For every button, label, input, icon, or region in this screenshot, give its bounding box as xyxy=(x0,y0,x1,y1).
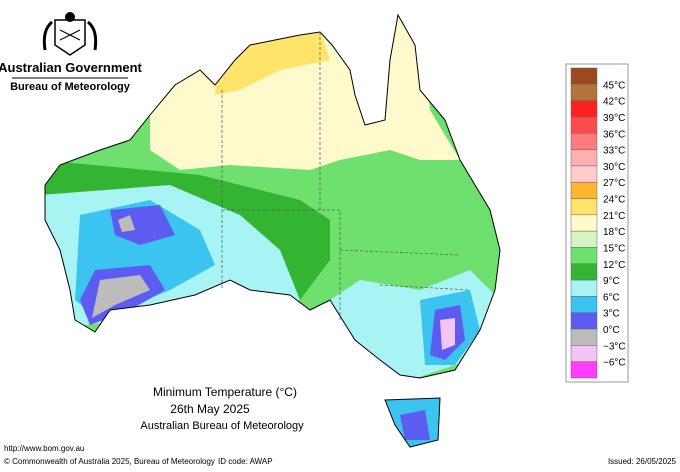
legend-swatch xyxy=(571,199,597,215)
legend-swatch xyxy=(571,133,597,149)
legend-label: 3°C xyxy=(603,309,620,320)
legend-swatch xyxy=(571,280,597,296)
legend-label: 36°C xyxy=(603,129,625,140)
legend-label: 21°C xyxy=(603,211,625,222)
crest xyxy=(44,12,95,55)
map-title: Minimum Temperature (°C) xyxy=(153,385,297,399)
legend-swatch xyxy=(571,362,597,378)
legend-swatch xyxy=(571,231,597,247)
issued: Issued: 26/05/2025 xyxy=(608,457,677,466)
legend-label: 18°C xyxy=(603,227,625,238)
government-name: Australian Government xyxy=(0,60,143,75)
legend: 45°C 42°C 39°C 36°C 33°C 30°C 27°C 24°C 21°C 18°C… xyxy=(566,64,628,382)
legend-label: 0°C xyxy=(603,325,620,336)
legend-label: 33°C xyxy=(603,146,625,157)
legend-label: 12°C xyxy=(603,260,625,271)
legend-swatch xyxy=(571,329,597,345)
map-source: Australian Bureau of Meteorology xyxy=(140,420,304,432)
legend-swatch xyxy=(571,247,597,263)
legend-swatch xyxy=(571,166,597,182)
map-date: 26th May 2025 xyxy=(170,402,250,416)
legend-swatch xyxy=(571,296,597,312)
legend-label: 45°C xyxy=(603,80,625,91)
legend-label: 24°C xyxy=(603,195,625,206)
bureau-name: Bureau of Meteorology xyxy=(10,81,131,93)
legend-swatch xyxy=(571,68,597,84)
legend-label: 30°C xyxy=(603,162,625,173)
legend-label: 15°C xyxy=(603,243,625,254)
legend-swatch xyxy=(571,345,597,361)
copyright: © Commonwealth of Australia 2025, Bureau… xyxy=(4,457,215,466)
legend-swatch xyxy=(571,101,597,117)
legend-label: 27°C xyxy=(603,178,625,189)
legend-swatch xyxy=(571,215,597,231)
id-code: ID code: AWAP xyxy=(218,457,273,466)
legend-label: −6°C xyxy=(603,358,626,369)
legend-swatch xyxy=(571,84,597,100)
legend-swatch xyxy=(571,150,597,166)
legend-swatch xyxy=(571,182,597,198)
legend-label: 39°C xyxy=(603,113,625,124)
legend-label: 9°C xyxy=(603,276,620,287)
legend-swatch xyxy=(571,264,597,280)
legend-swatch xyxy=(571,313,597,329)
legend-label: 6°C xyxy=(603,292,620,303)
legend-label: 42°C xyxy=(603,97,625,108)
url: http://www.bom.gov.au xyxy=(4,444,84,453)
legend-swatch xyxy=(571,117,597,133)
legend-label: −3°C xyxy=(603,341,626,352)
